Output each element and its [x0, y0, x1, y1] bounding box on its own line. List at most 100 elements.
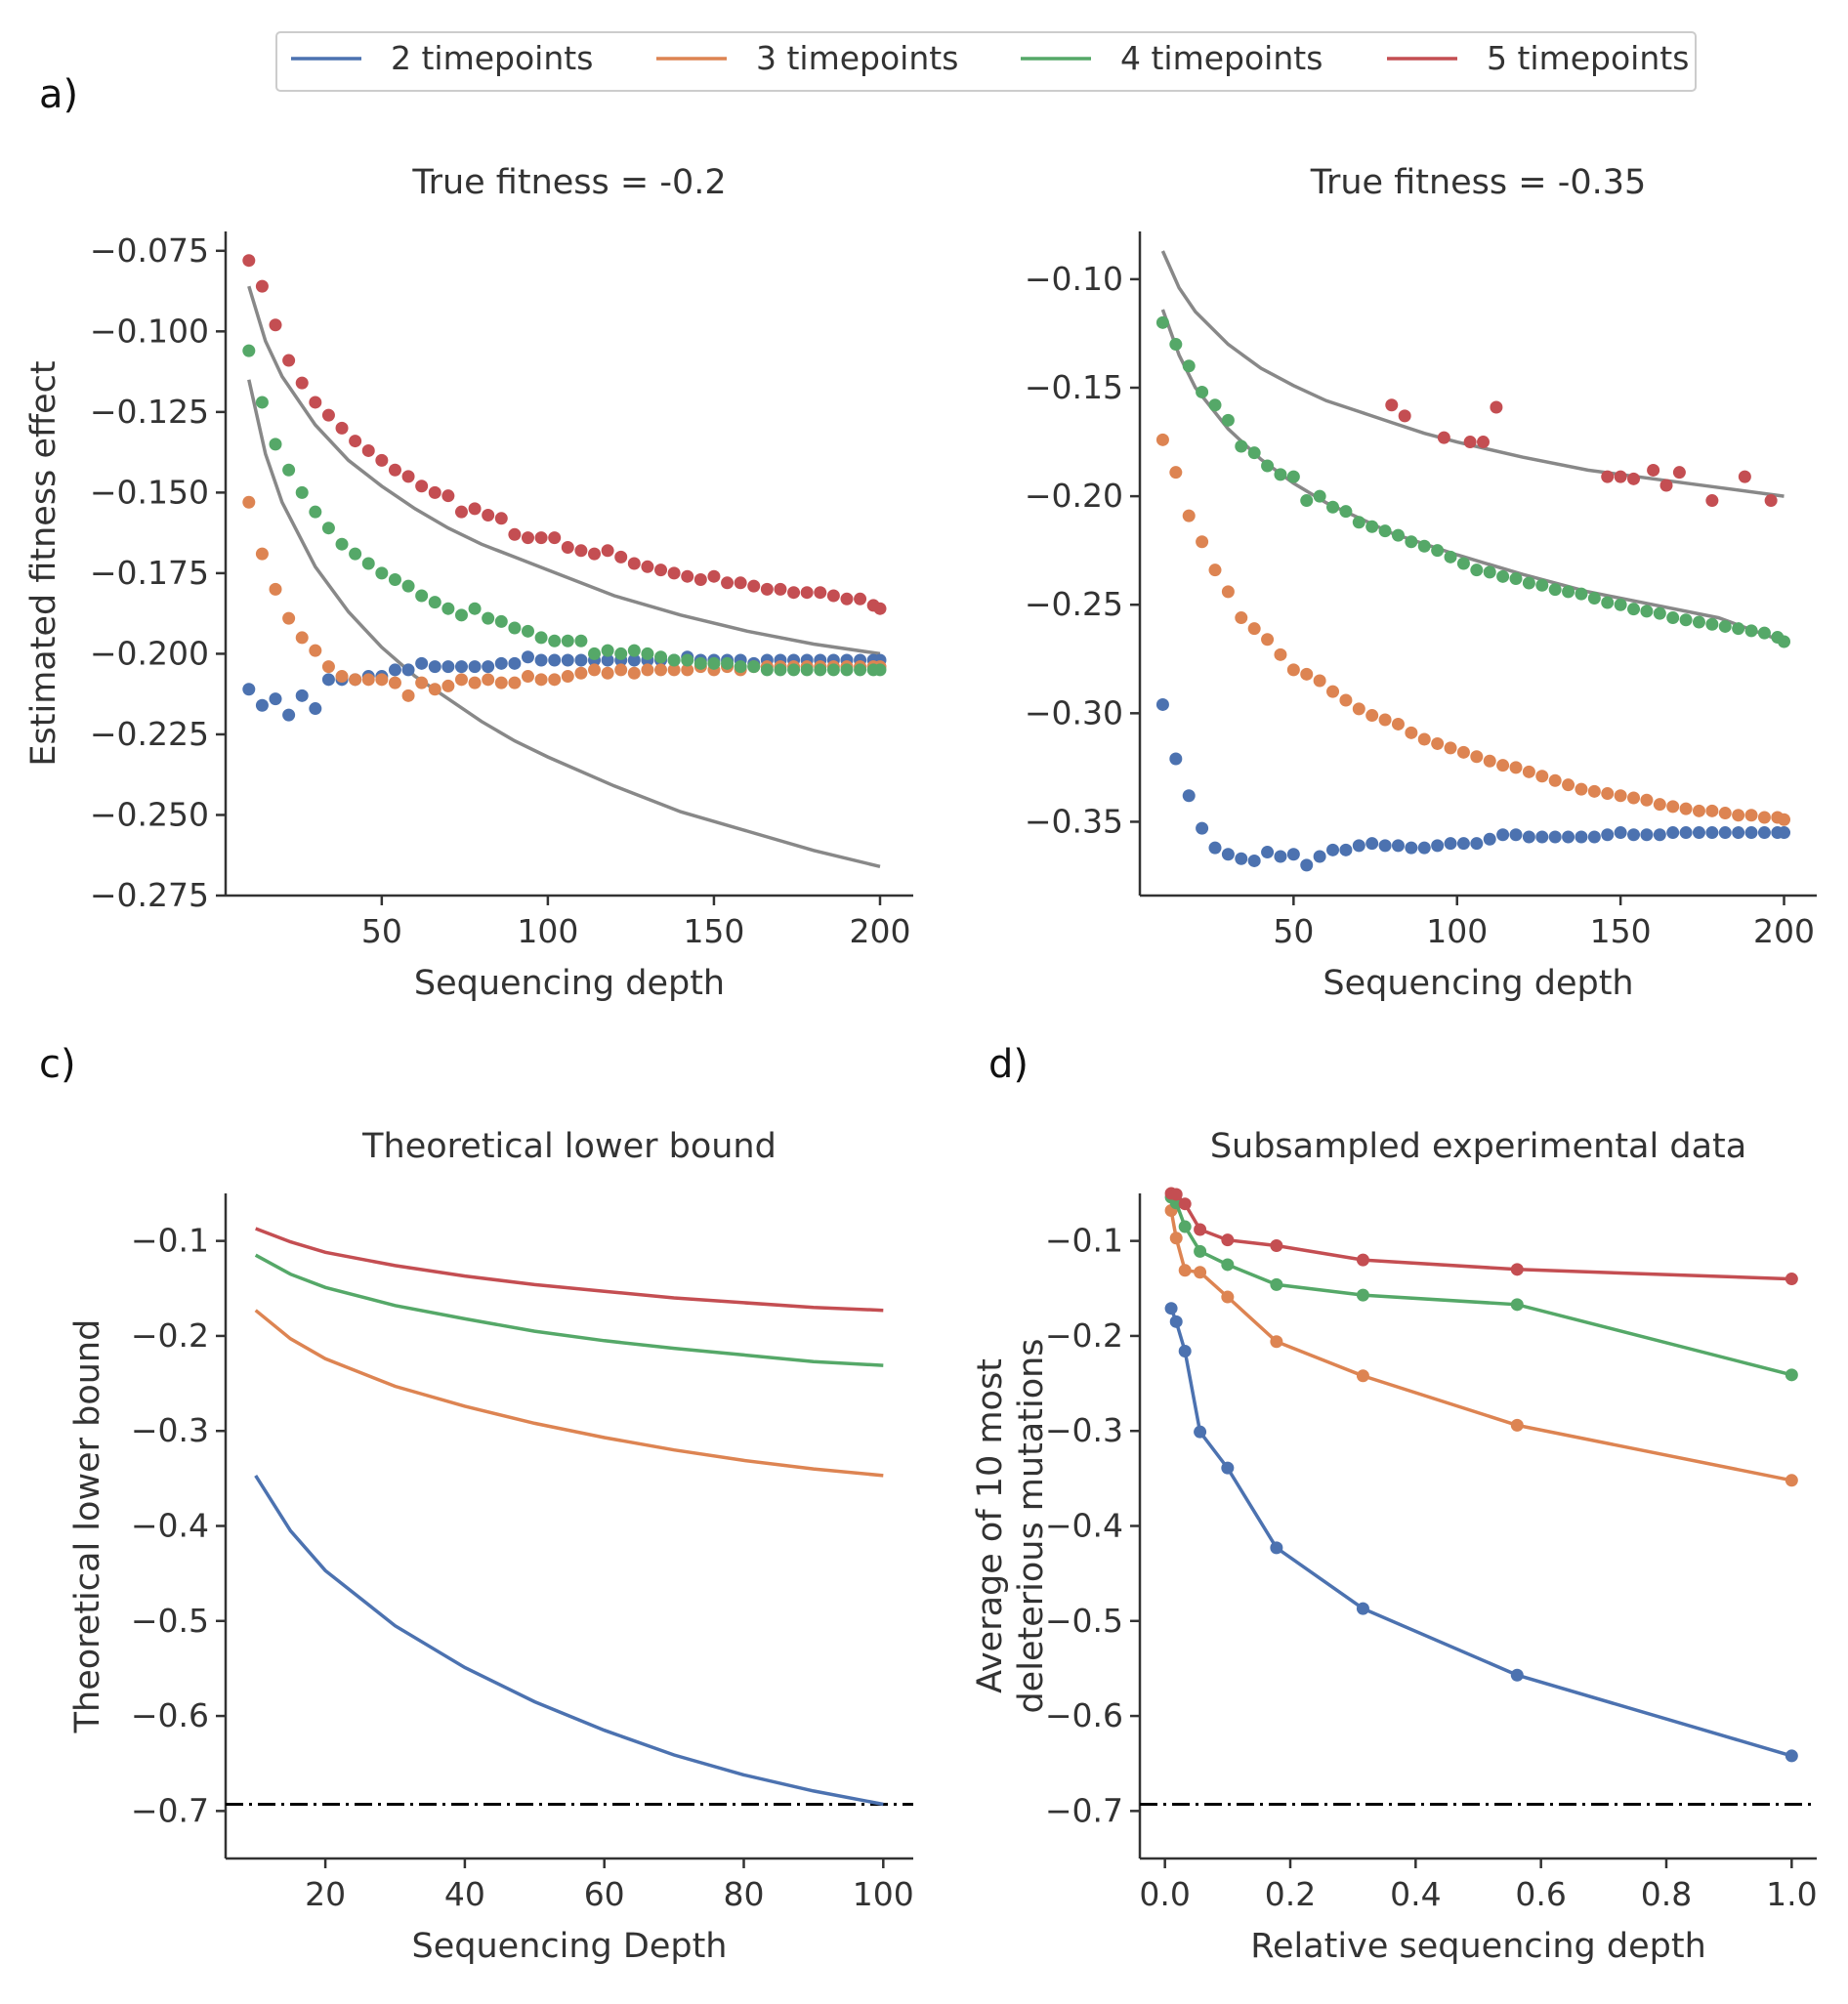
y-axis-label: Average of 10 most — [971, 1358, 1010, 1693]
data-point — [321, 408, 335, 422]
x-tick-label: 100 — [853, 1875, 914, 1913]
y-tick-label: −0.2 — [131, 1316, 209, 1355]
data-point — [627, 653, 641, 667]
data-point — [1470, 564, 1484, 577]
legend: 2 timepoints 3 timepoints 4 timepoints 5 ti… — [275, 31, 1697, 92]
data-point — [1169, 338, 1183, 352]
data-point — [1535, 578, 1549, 592]
data-series — [1155, 433, 1791, 826]
data-point — [1653, 606, 1666, 620]
data-point — [1483, 754, 1496, 768]
data-point — [321, 522, 335, 535]
y-tick-label: −0.175 — [90, 554, 209, 592]
data-point — [1155, 433, 1169, 446]
y-axis-label: deleterious mutations — [1012, 1338, 1051, 1713]
y-tick-label: −0.6 — [131, 1696, 209, 1734]
data-point — [693, 573, 707, 587]
chart-panel: d) Subsampled experimental data −0.1 −0.2 −0… — [971, 1042, 1818, 1966]
data-point — [361, 673, 375, 687]
data-point — [1548, 830, 1562, 844]
data-point — [1601, 787, 1615, 801]
data-point — [1692, 804, 1705, 817]
data-point — [1391, 717, 1405, 731]
reference-curve — [1160, 250, 1785, 498]
data-point — [1705, 804, 1719, 817]
data-point — [574, 544, 588, 558]
data-point — [1194, 1425, 1207, 1439]
panel-label: c) — [39, 1042, 76, 1087]
data-point — [508, 527, 522, 541]
data-point — [1196, 821, 1209, 835]
legend-label: 2 timepoints — [391, 39, 593, 77]
data-point — [361, 443, 375, 457]
data-point — [1659, 479, 1673, 492]
data-point — [1718, 826, 1732, 840]
data-point — [1208, 564, 1222, 577]
data-point — [468, 660, 482, 674]
data-series — [1164, 1190, 1798, 1382]
data-point — [548, 673, 562, 687]
data-point — [482, 673, 495, 687]
y-tick-label: −0.225 — [90, 715, 209, 753]
data-point — [534, 653, 548, 667]
data-series — [255, 1227, 884, 1313]
data-point — [1405, 535, 1418, 549]
data-point — [1587, 592, 1601, 605]
data-point — [428, 683, 441, 696]
data-point — [1718, 807, 1732, 820]
reference-curve — [247, 285, 881, 656]
series-line — [1169, 1210, 1792, 1482]
series-line — [255, 1227, 884, 1313]
data-point — [1391, 839, 1405, 853]
x-tick-label: 0.6 — [1515, 1875, 1566, 1913]
series-line — [1169, 1308, 1792, 1758]
data-point — [282, 463, 296, 477]
x-axis-label: Sequencing depth — [414, 964, 725, 1003]
data-point — [1627, 603, 1641, 616]
data-point — [1535, 830, 1549, 844]
data-point — [1587, 830, 1601, 844]
data-point — [1313, 850, 1326, 863]
x-tick-label: 200 — [849, 912, 910, 950]
x-tick-label: 200 — [1753, 912, 1815, 950]
y-tick-label: −0.3 — [131, 1411, 209, 1449]
data-point — [1437, 431, 1450, 444]
data-point — [1352, 702, 1365, 716]
data-point — [1431, 736, 1445, 750]
chart-panel: a) True fitness = -0.2 −0.075 −0.100 −0.125 −… — [24, 72, 913, 1003]
data-point — [1339, 843, 1353, 856]
data-point — [335, 421, 349, 435]
x-tick-label: 150 — [683, 912, 744, 950]
data-point — [840, 592, 854, 605]
chart-title: Theoretical lower bound — [361, 1127, 777, 1166]
series-line — [1169, 1195, 1792, 1377]
data-point — [269, 438, 282, 451]
data-point — [401, 579, 415, 593]
data-point — [1463, 436, 1477, 449]
data-point — [1274, 850, 1287, 863]
data-point — [1182, 789, 1196, 803]
data-point — [482, 660, 495, 674]
data-point — [641, 647, 654, 660]
data-point — [388, 676, 401, 689]
plot-data — [226, 1227, 913, 1807]
x-tick-label: 20 — [305, 1875, 346, 1913]
data-point — [1221, 1233, 1235, 1247]
data-point — [428, 485, 441, 499]
data-point — [1614, 789, 1627, 803]
data-point — [242, 495, 256, 509]
data-point — [415, 676, 429, 689]
series-line — [1170, 1191, 1792, 1281]
panel-label: d) — [988, 1042, 1029, 1087]
data-point — [1575, 782, 1588, 796]
data-point — [627, 666, 641, 680]
data-point — [1261, 633, 1275, 647]
data-point — [1785, 1749, 1798, 1763]
data-point — [494, 676, 508, 689]
y-tick-label: −0.275 — [90, 876, 209, 914]
data-point — [800, 586, 814, 600]
data-point — [1510, 1298, 1524, 1312]
data-point — [1614, 598, 1627, 611]
data-point — [1509, 761, 1523, 774]
data-point — [1548, 583, 1562, 597]
